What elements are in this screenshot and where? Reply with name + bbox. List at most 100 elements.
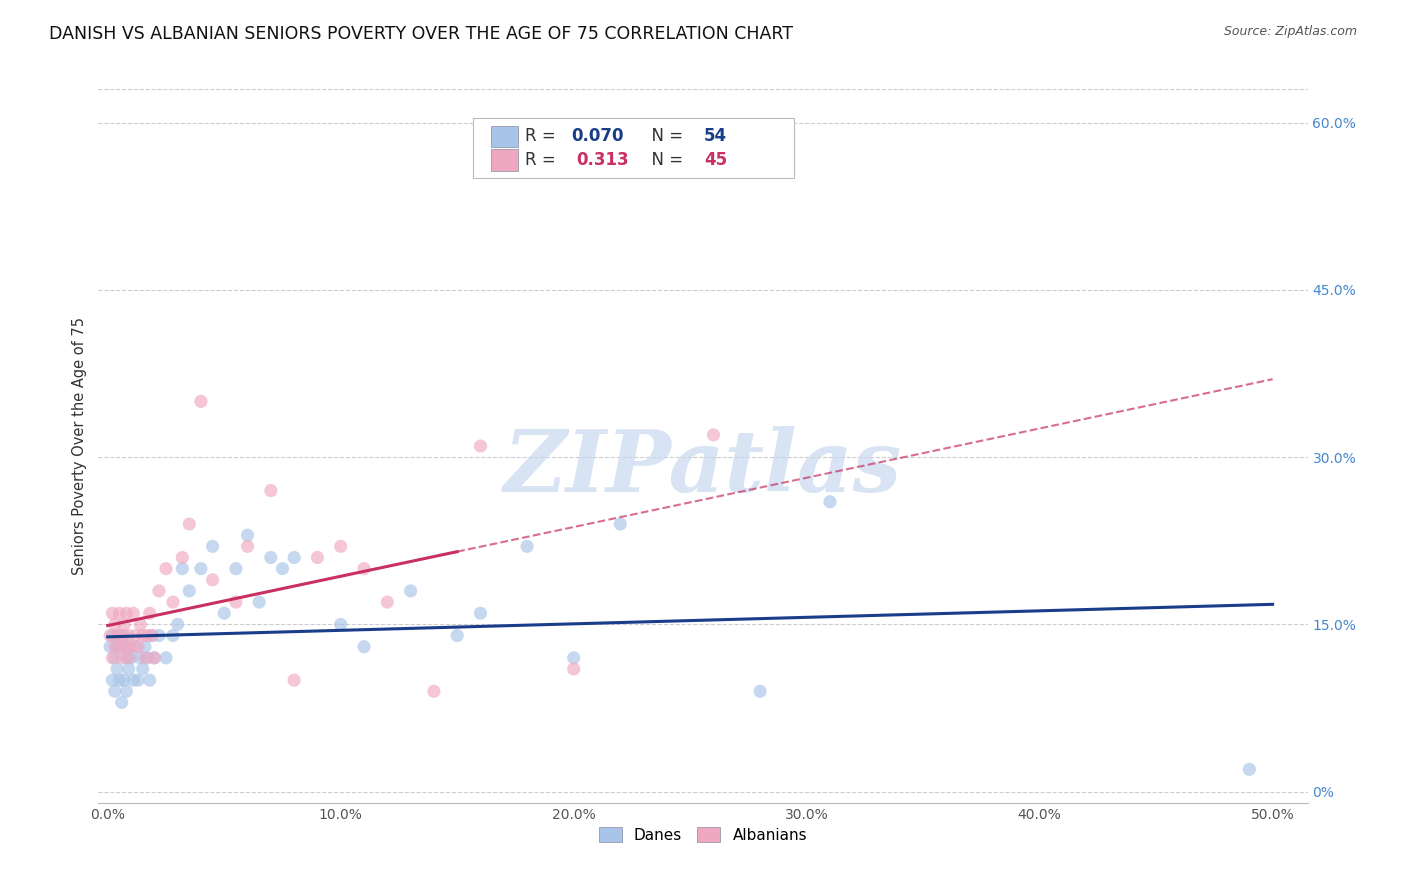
Point: [129, 651, 152, 665]
Point: [112, 628, 135, 642]
Point: [141, 628, 163, 642]
Point: [129, 617, 152, 632]
Point: [131, 628, 153, 642]
Point: [172, 562, 194, 576]
Point: [105, 640, 128, 654]
Point: [155, 562, 177, 576]
Point: [101, 607, 124, 621]
Text: 54: 54: [704, 128, 727, 145]
Point: [260, 550, 283, 565]
Point: [190, 394, 212, 409]
Point: [1239, 762, 1261, 776]
Y-axis label: Seniors Poverty Over the Age of 75: Seniors Poverty Over the Age of 75: [72, 317, 87, 575]
Point: [118, 662, 141, 676]
Point: [118, 640, 141, 654]
Text: 45: 45: [704, 151, 727, 169]
Point: [399, 583, 422, 598]
Point: [353, 640, 375, 654]
Point: [236, 539, 259, 553]
Point: [353, 562, 375, 576]
Point: [247, 595, 270, 609]
Point: [134, 640, 156, 654]
Point: [98, 640, 121, 654]
Point: [108, 607, 131, 621]
Point: [118, 628, 141, 642]
Point: [225, 562, 247, 576]
Point: [162, 595, 184, 609]
FancyBboxPatch shape: [492, 149, 517, 170]
Point: [148, 583, 170, 598]
Point: [125, 640, 148, 654]
Point: [260, 483, 283, 498]
Point: [136, 651, 159, 665]
Point: [111, 651, 134, 665]
Point: [105, 662, 128, 676]
Point: [162, 628, 184, 642]
Point: [127, 673, 149, 687]
Point: [283, 673, 305, 687]
Point: [112, 617, 135, 632]
Point: [127, 640, 149, 654]
Point: [134, 651, 156, 665]
Point: [136, 628, 159, 642]
Point: [122, 673, 145, 687]
Point: [105, 628, 128, 642]
Point: [125, 628, 148, 642]
Point: [155, 651, 177, 665]
Point: [329, 539, 352, 553]
Point: [108, 673, 131, 687]
Point: [101, 673, 124, 687]
Point: [115, 640, 138, 654]
Point: [609, 517, 631, 532]
Point: [179, 517, 201, 532]
Point: [111, 628, 134, 642]
Point: [470, 607, 492, 621]
Point: [470, 439, 492, 453]
Point: [562, 662, 585, 676]
Point: [190, 562, 212, 576]
Point: [225, 595, 247, 609]
Point: [166, 617, 188, 632]
Point: [131, 662, 153, 676]
Point: [120, 640, 142, 654]
Text: R =: R =: [526, 128, 561, 145]
Point: [120, 651, 142, 665]
Legend: Danes, Albanians: Danes, Albanians: [593, 821, 813, 848]
Point: [115, 607, 138, 621]
Point: [118, 651, 141, 665]
Point: [329, 617, 352, 632]
Point: [104, 651, 127, 665]
Point: [562, 651, 585, 665]
Text: 0.070: 0.070: [571, 128, 624, 145]
Point: [115, 651, 138, 665]
Point: [138, 607, 160, 621]
Point: [271, 562, 294, 576]
Point: [818, 494, 841, 508]
Point: [446, 628, 468, 642]
Point: [172, 550, 194, 565]
FancyBboxPatch shape: [474, 118, 793, 178]
Point: [141, 628, 163, 642]
Point: [115, 684, 138, 698]
Point: [122, 607, 145, 621]
Point: [283, 550, 305, 565]
Point: [104, 640, 127, 654]
Text: Source: ZipAtlas.com: Source: ZipAtlas.com: [1223, 25, 1357, 38]
Point: [112, 673, 135, 687]
Point: [148, 628, 170, 642]
Text: 0.313: 0.313: [576, 151, 628, 169]
Point: [111, 640, 134, 654]
Text: ZIPatlas: ZIPatlas: [503, 425, 903, 509]
FancyBboxPatch shape: [492, 126, 517, 147]
Point: [307, 550, 329, 565]
Point: [101, 651, 124, 665]
Point: [516, 539, 538, 553]
Point: [143, 651, 166, 665]
Point: [101, 628, 124, 642]
Point: [702, 427, 724, 442]
Point: [143, 651, 166, 665]
Point: [375, 595, 398, 609]
Text: DANISH VS ALBANIAN SENIORS POVERTY OVER THE AGE OF 75 CORRELATION CHART: DANISH VS ALBANIAN SENIORS POVERTY OVER …: [49, 25, 793, 43]
Point: [212, 607, 235, 621]
Point: [108, 628, 131, 642]
